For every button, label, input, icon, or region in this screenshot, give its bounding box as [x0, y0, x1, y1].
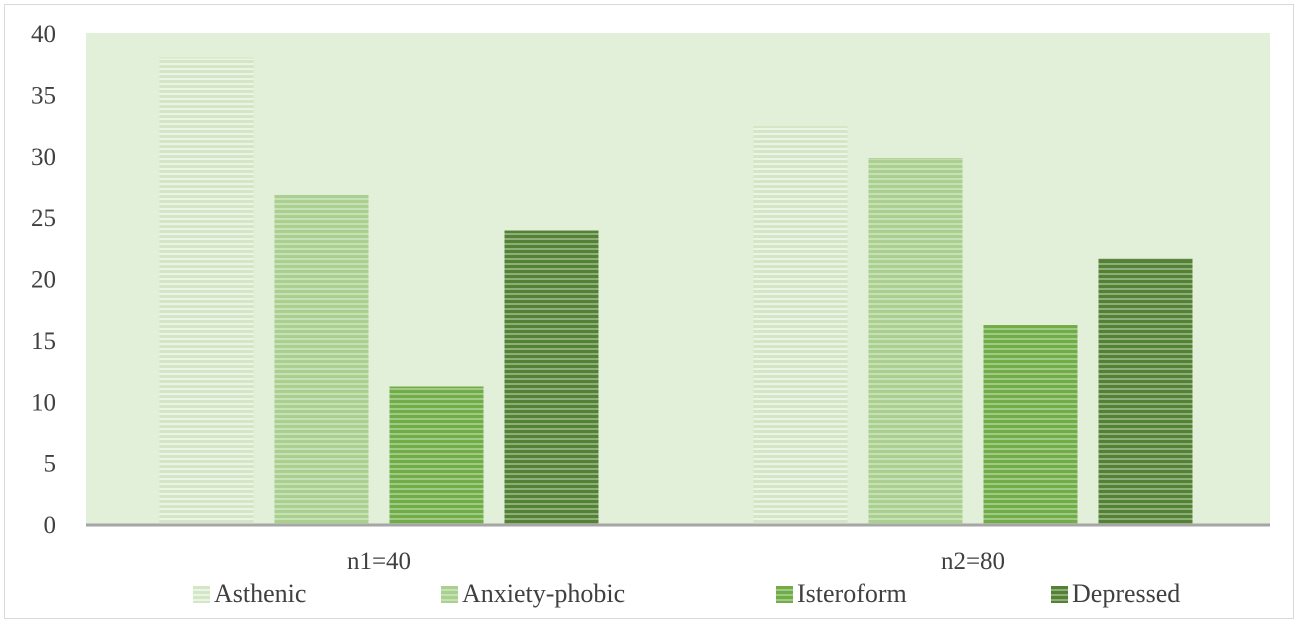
legend-item-depressed: Depressed: [1051, 574, 1180, 614]
legend-item-isteroform: Isteroform: [776, 574, 907, 614]
bar-asthenic-1: [159, 57, 254, 525]
legend-swatch: [776, 585, 793, 603]
x-category-label: n2=80: [941, 548, 1005, 575]
bar-isteroform-2: [983, 325, 1078, 524]
chart-legend: Asthenic Anxiety-phobic Isteroform Depresse…: [0, 574, 1298, 614]
y-tick-label: 5: [44, 451, 57, 478]
y-tick-label: 15: [31, 328, 56, 355]
legend-item-anxiety-phobic: Anxiety-phobic: [441, 574, 625, 614]
bar-asthenic-2: [753, 126, 848, 524]
bar-isteroform-1: [389, 386, 484, 524]
legend-label: Depressed: [1072, 579, 1181, 608]
bar-depressed-2: [1098, 258, 1193, 524]
legend-swatch: [1051, 585, 1068, 603]
y-tick-label: 35: [31, 82, 56, 109]
y-tick-label: 40: [31, 21, 56, 48]
legend-swatch: [193, 585, 210, 603]
y-tick-label: 0: [44, 512, 57, 539]
plot-area: [86, 33, 1270, 524]
y-tick-label: 25: [31, 205, 56, 232]
legend-label: Isteroform: [797, 579, 907, 608]
bar-anxiety-phobic-2: [868, 158, 963, 524]
bar-depressed-1: [504, 230, 599, 524]
y-tick-label: 30: [31, 144, 56, 171]
legend-item-asthenic: Asthenic: [193, 574, 306, 614]
legend-label: Anxiety-phobic: [462, 579, 626, 608]
legend-label: Asthenic: [214, 579, 307, 608]
legend-swatch: [441, 585, 458, 603]
x-category-label: n1=40: [347, 548, 411, 575]
y-tick-label: 20: [31, 267, 56, 294]
y-tick-label: 10: [31, 389, 56, 416]
bar-anxiety-phobic-1: [274, 195, 369, 524]
